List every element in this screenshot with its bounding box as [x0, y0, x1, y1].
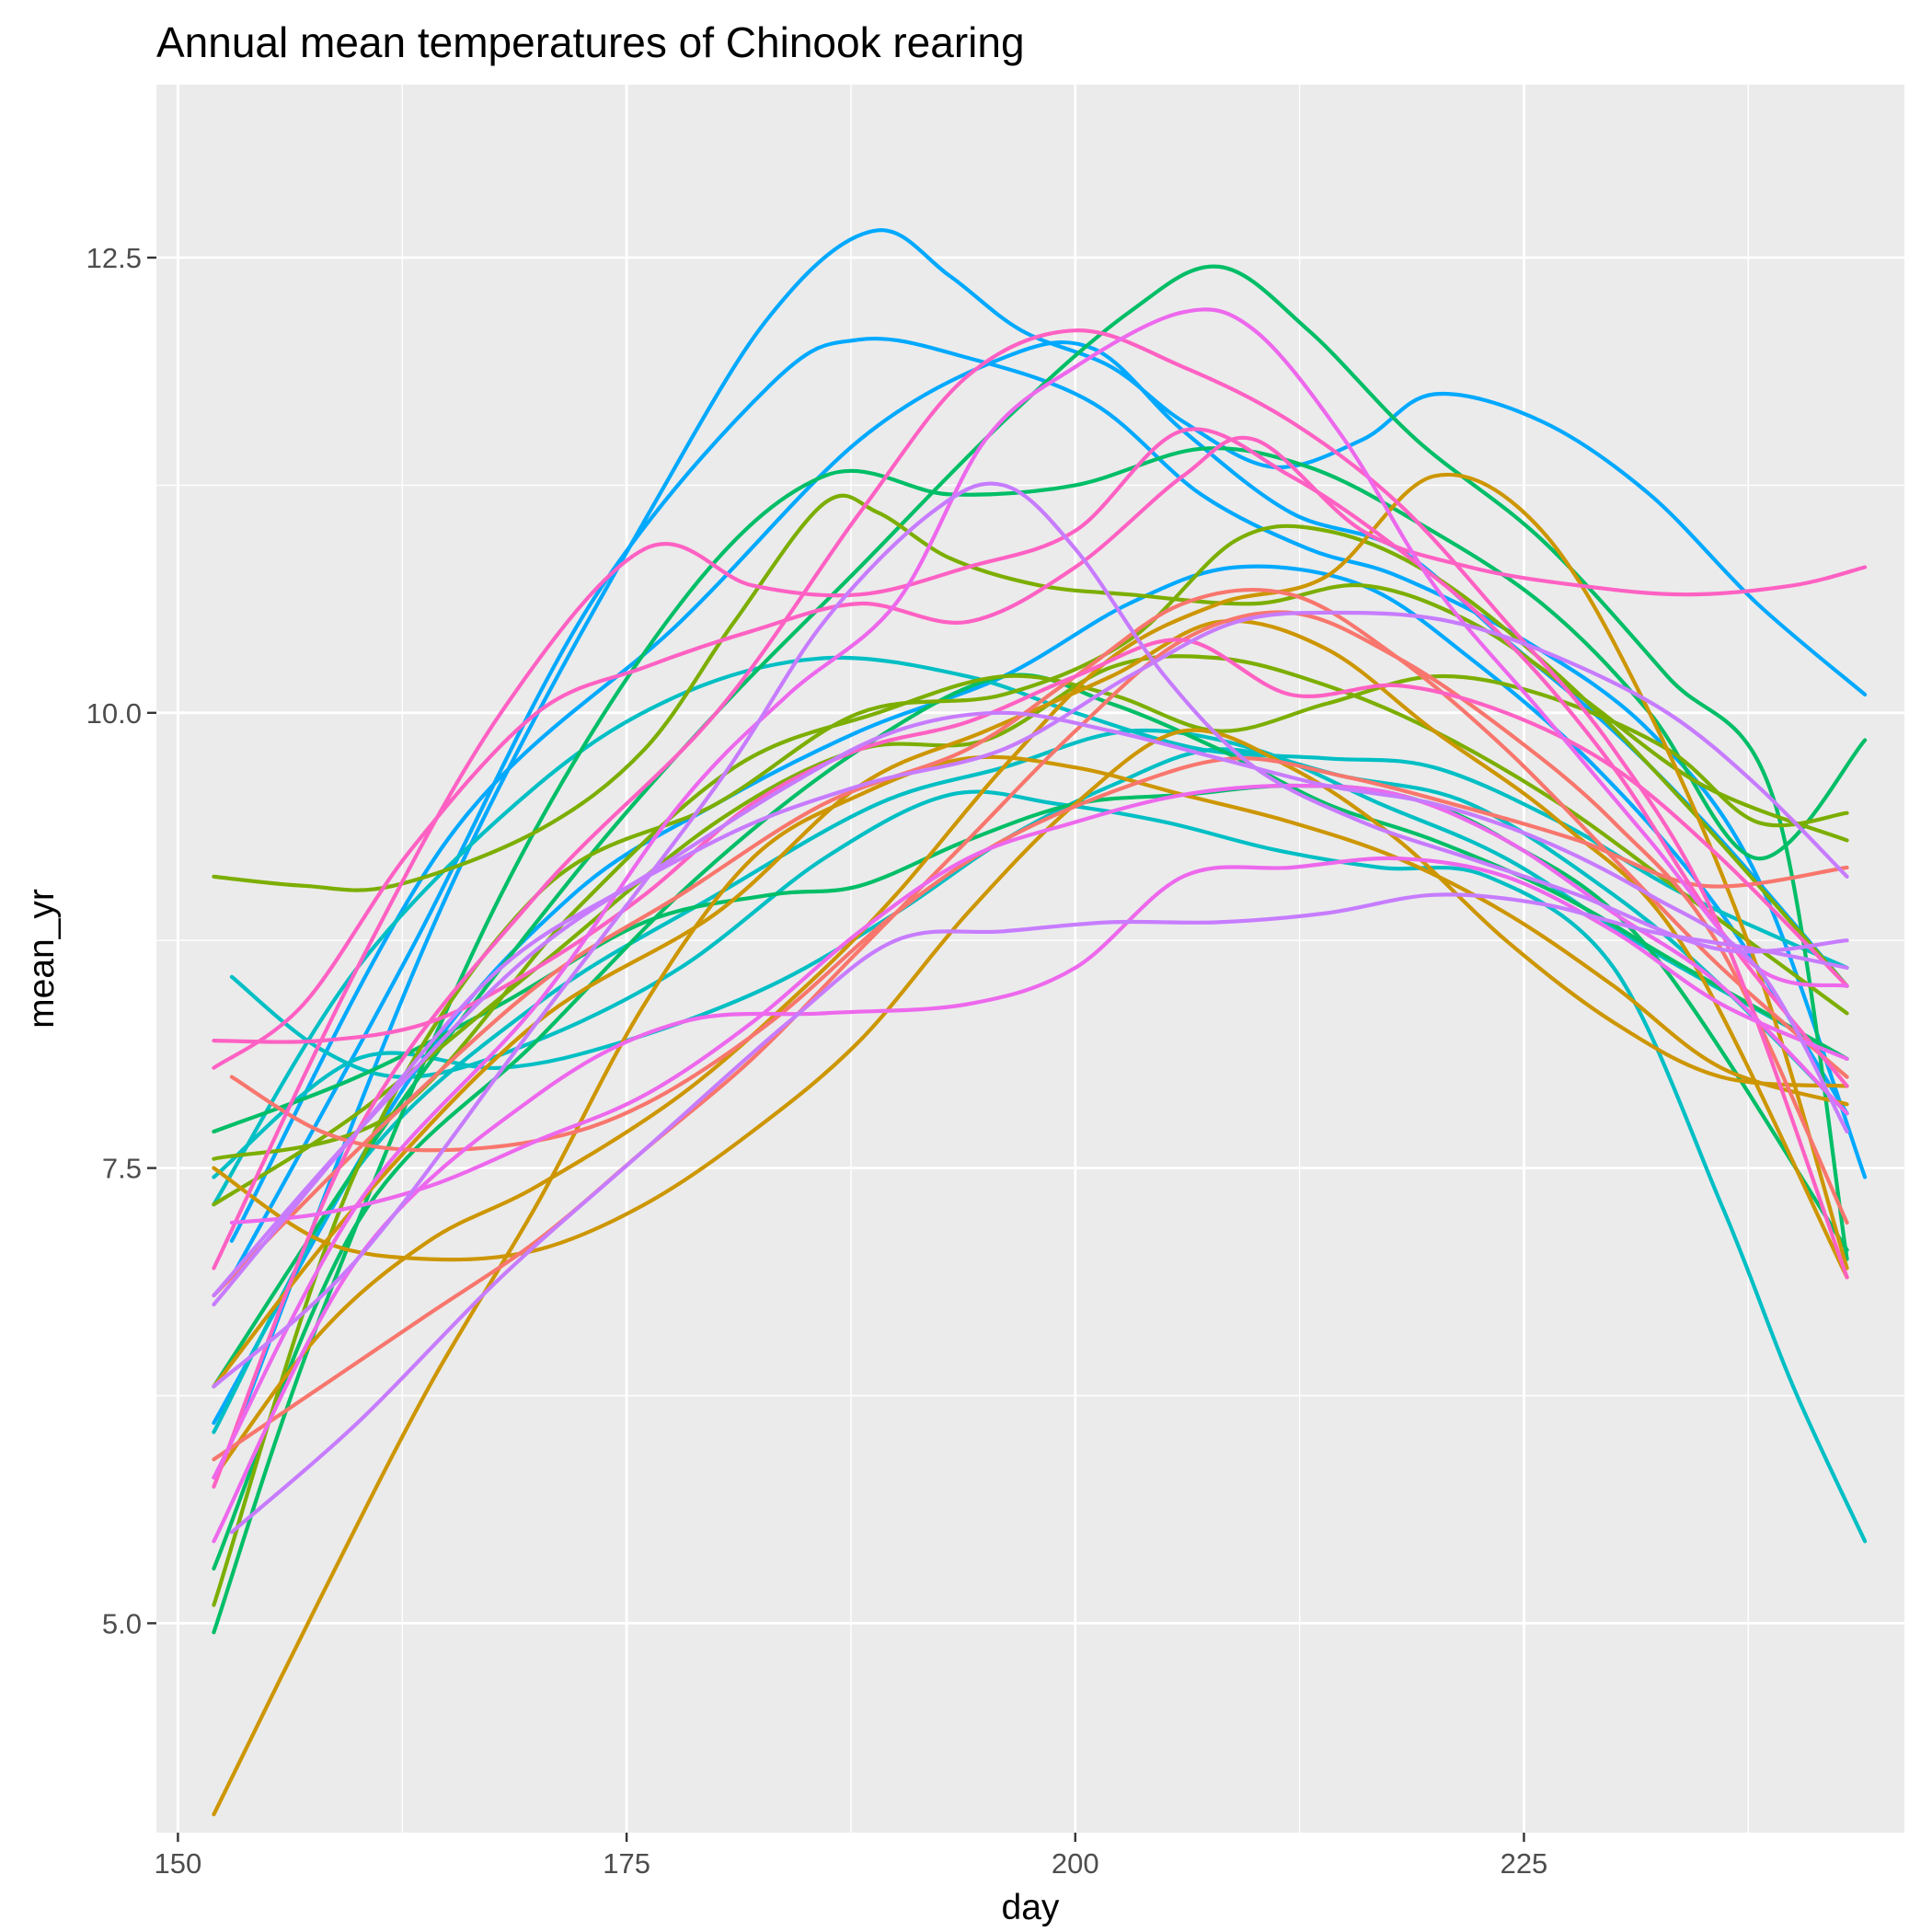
series-line-2: [229, 336, 1868, 1280]
series-line-4: [212, 564, 1849, 1425]
x-axis-ticks: 150 175 200 225: [155, 1833, 1548, 1880]
series-line-22: [212, 610, 1849, 1462]
series-line-10: [212, 264, 1849, 1389]
series-line-34: [212, 610, 1849, 1298]
y-tick-label: 7.5: [102, 1153, 142, 1185]
x-tick-label: 175: [603, 1847, 650, 1880]
series-line-31: [229, 892, 1849, 1535]
series-line-11: [212, 783, 1849, 1252]
series-line-3: [229, 339, 1849, 1243]
x-tick-label: 225: [1501, 1847, 1548, 1880]
x-tick-label: 150: [155, 1847, 202, 1880]
y-tick-label: 12.5: [86, 242, 142, 274]
series-line-21: [229, 756, 1849, 1153]
series-line-27: [212, 328, 1849, 1489]
minor-gridlines: [156, 85, 1904, 1833]
x-tick-label: 200: [1052, 1847, 1099, 1880]
series-line-17: [212, 754, 1849, 1817]
major-gridlines: [156, 85, 1904, 1833]
series-line-1: [229, 228, 1868, 1443]
series-line-28: [229, 783, 1849, 1225]
series-line-24: [212, 435, 1868, 1070]
chart-title: Annual mean temperatures of Chinook rear…: [156, 18, 1025, 66]
series-line-25: [212, 638, 1849, 1044]
y-tick-label: 5.0: [102, 1607, 142, 1639]
series-line-7: [212, 728, 1849, 1434]
series-lines: [212, 228, 1868, 1817]
y-axis-ticks: 5.0 7.5 10.0 12.5: [86, 242, 156, 1639]
series-line-32: [212, 710, 1849, 1307]
series-line-23: [212, 587, 1849, 1298]
series-line-20: [212, 618, 1849, 1389]
series-line-13: [212, 493, 1849, 892]
y-axis-title: mean_yr: [22, 889, 62, 1029]
series-line-30: [212, 307, 1849, 1480]
series-line-15: [212, 523, 1849, 1607]
series-line-33: [212, 481, 1849, 1389]
series-line-19: [212, 728, 1849, 1262]
series-line-5: [229, 789, 1868, 1544]
x-axis-title: day: [1002, 1888, 1060, 1927]
series-line-26: [212, 427, 1849, 1271]
y-tick-label: 10.0: [86, 697, 142, 730]
